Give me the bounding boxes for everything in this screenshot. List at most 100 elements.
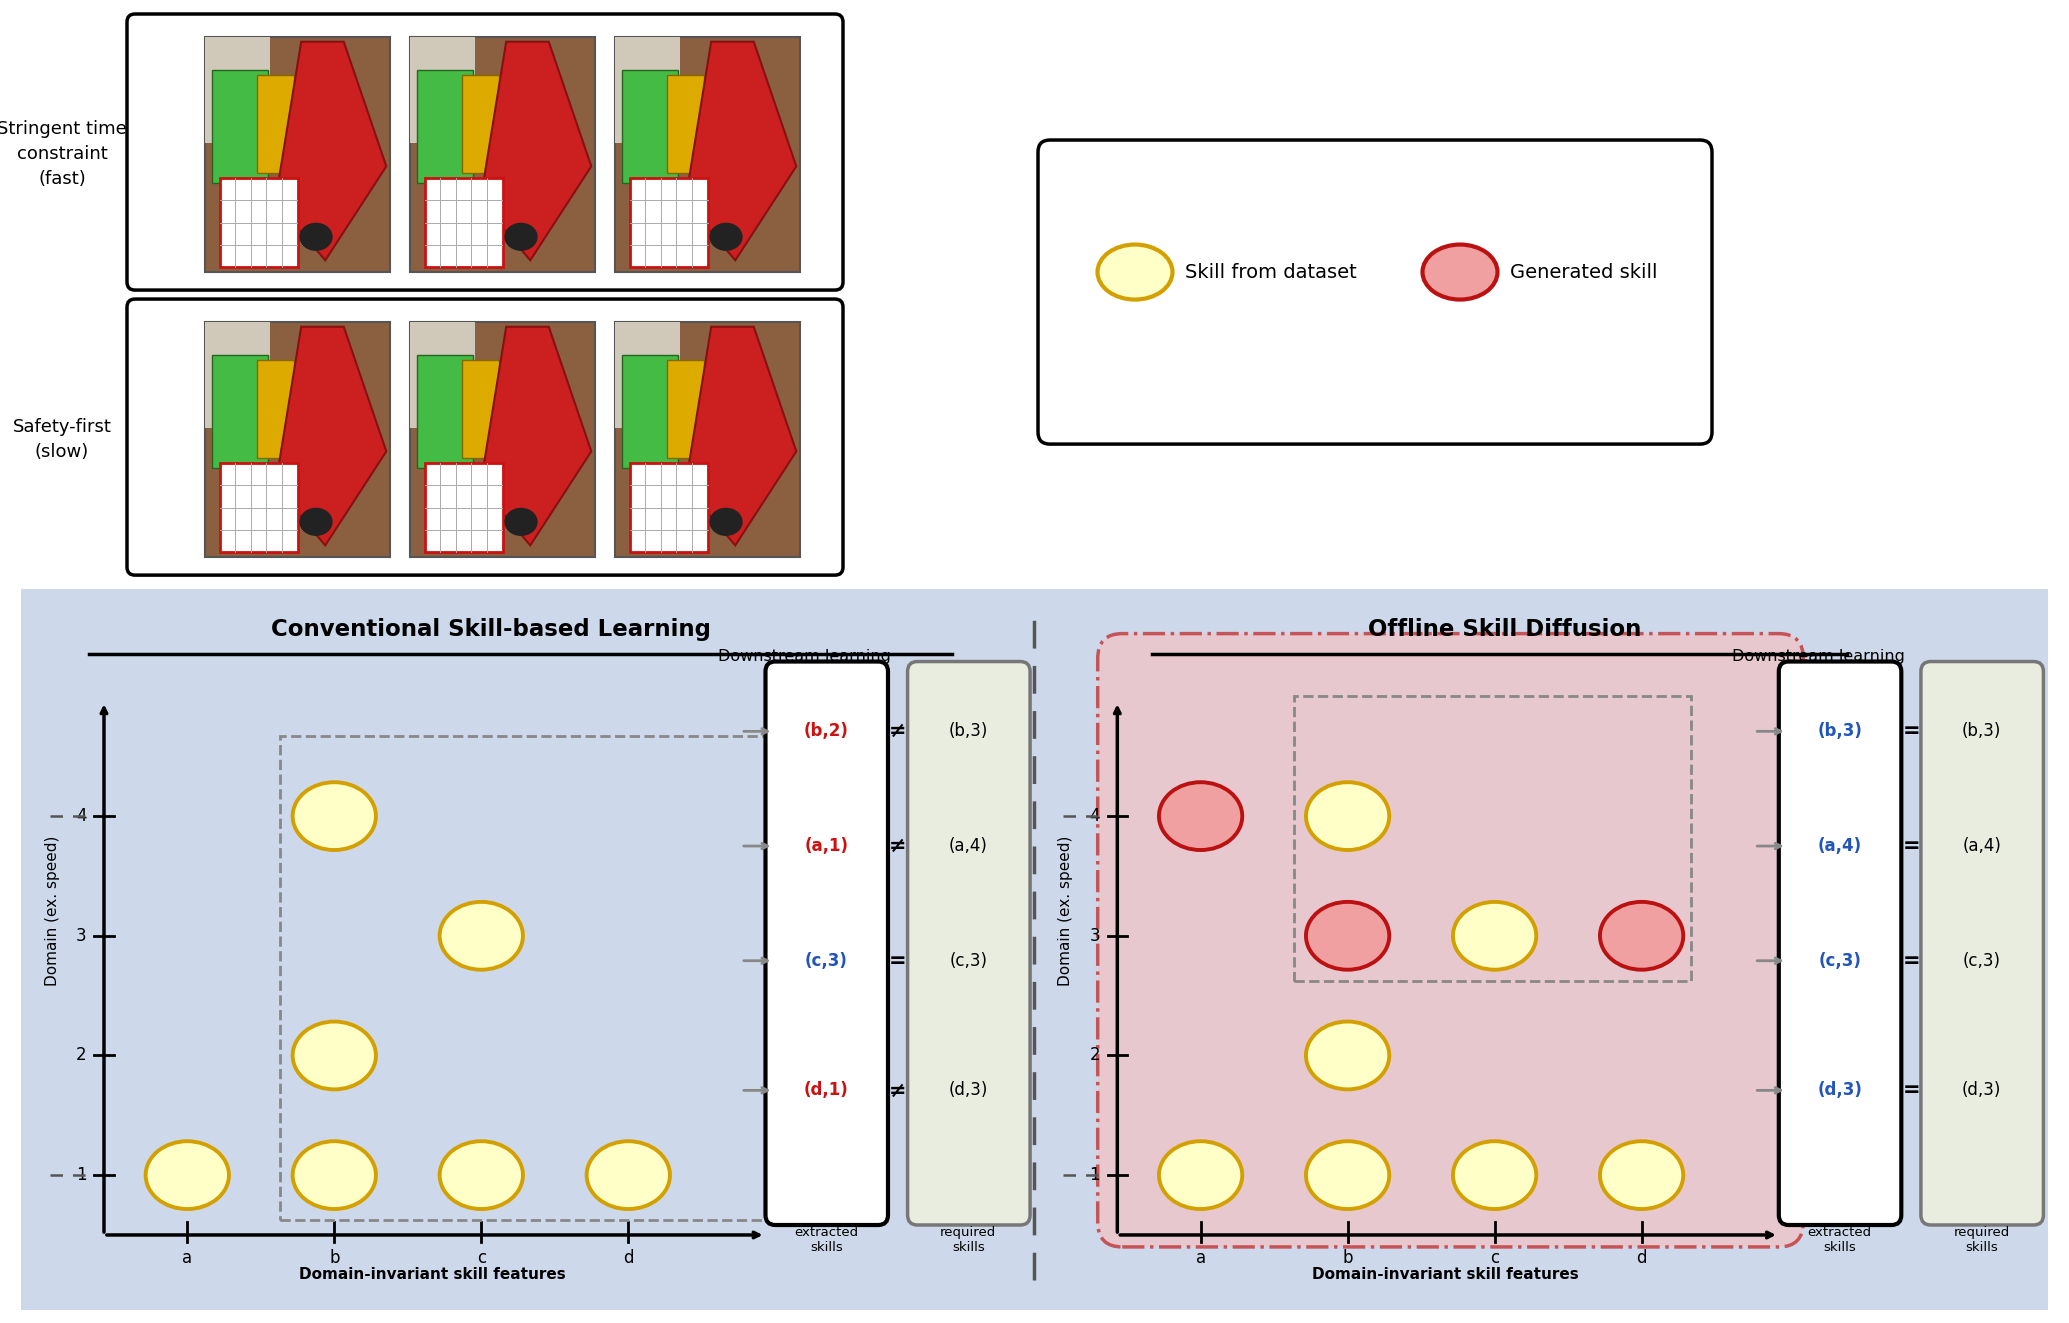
Text: ≠: ≠: [890, 836, 906, 856]
Polygon shape: [685, 327, 797, 545]
Ellipse shape: [1097, 245, 1173, 299]
Bar: [614, 37, 801, 273]
Text: (b,3): (b,3): [950, 722, 989, 741]
Polygon shape: [275, 327, 387, 545]
Text: 3: 3: [77, 927, 87, 945]
Bar: [205, 37, 269, 143]
Text: b: b: [329, 1249, 339, 1267]
Text: extracted
skills: extracted skills: [1808, 1226, 1872, 1254]
FancyBboxPatch shape: [126, 299, 842, 576]
FancyBboxPatch shape: [126, 15, 842, 290]
Bar: [205, 37, 389, 273]
Bar: [666, 74, 703, 173]
Text: required
skills: required skills: [1953, 1226, 2009, 1254]
Ellipse shape: [292, 1142, 377, 1209]
Text: d: d: [1637, 1249, 1647, 1267]
Text: Safety-first
(slow): Safety-first (slow): [12, 418, 112, 460]
Bar: [614, 321, 681, 427]
Text: 4: 4: [77, 807, 87, 826]
Ellipse shape: [300, 222, 333, 251]
Text: c: c: [1490, 1249, 1500, 1267]
Ellipse shape: [505, 508, 538, 536]
Ellipse shape: [292, 1021, 377, 1089]
FancyBboxPatch shape: [1779, 662, 1901, 1225]
Text: Skill from dataset: Skill from dataset: [1186, 262, 1357, 282]
Bar: [410, 321, 474, 427]
FancyBboxPatch shape: [623, 355, 679, 468]
Ellipse shape: [439, 1142, 523, 1209]
Bar: [1293, 696, 1690, 980]
Text: Downstream learning: Downstream learning: [1732, 650, 1903, 664]
Bar: [219, 463, 298, 553]
Ellipse shape: [292, 782, 377, 849]
Bar: [666, 360, 703, 458]
Ellipse shape: [1452, 902, 1537, 970]
Text: (a,4): (a,4): [950, 837, 987, 855]
Text: =: =: [1901, 721, 1920, 741]
Ellipse shape: [145, 1142, 230, 1209]
Polygon shape: [685, 42, 797, 261]
Text: Downstream learning: Downstream learning: [718, 650, 892, 664]
Bar: [629, 463, 708, 553]
FancyBboxPatch shape: [1039, 140, 1711, 445]
Bar: [205, 321, 269, 427]
Text: b: b: [1343, 1249, 1353, 1267]
Ellipse shape: [1599, 902, 1684, 970]
Polygon shape: [480, 327, 592, 545]
Text: Domain (ex. speed): Domain (ex. speed): [46, 836, 60, 986]
Text: Domain-invariant skill features: Domain-invariant skill features: [298, 1267, 565, 1282]
Ellipse shape: [588, 1142, 670, 1209]
Bar: [424, 179, 503, 267]
Ellipse shape: [505, 222, 538, 251]
Bar: [410, 37, 596, 273]
Text: 1: 1: [77, 1166, 87, 1184]
Bar: [461, 360, 499, 458]
Text: (c,3): (c,3): [1963, 951, 2001, 970]
Ellipse shape: [1452, 1142, 1537, 1209]
Polygon shape: [275, 42, 387, 261]
Text: (b,2): (b,2): [805, 722, 848, 741]
Ellipse shape: [1159, 1142, 1241, 1209]
Bar: [281, 737, 815, 1220]
Text: 2: 2: [77, 1046, 87, 1065]
Text: (a,1): (a,1): [805, 837, 848, 855]
Bar: [461, 74, 499, 173]
Ellipse shape: [1423, 245, 1498, 299]
FancyBboxPatch shape: [213, 70, 267, 183]
Ellipse shape: [710, 222, 743, 251]
FancyBboxPatch shape: [766, 662, 888, 1225]
Text: Conventional Skill-based Learning: Conventional Skill-based Learning: [271, 618, 712, 642]
Text: (c,3): (c,3): [1819, 951, 1860, 970]
Text: (d,3): (d,3): [1961, 1081, 2001, 1099]
Bar: [629, 179, 708, 267]
Ellipse shape: [710, 508, 743, 536]
Text: =: =: [1901, 951, 1920, 971]
Text: 2: 2: [1090, 1046, 1101, 1065]
Bar: [614, 321, 801, 557]
Text: =: =: [890, 951, 906, 971]
FancyBboxPatch shape: [6, 574, 2063, 1323]
Bar: [410, 321, 596, 557]
Text: (b,3): (b,3): [1961, 722, 2001, 741]
Bar: [219, 179, 298, 267]
Text: (a,4): (a,4): [1817, 837, 1862, 855]
Bar: [205, 321, 389, 557]
Text: (b,3): (b,3): [1817, 722, 1862, 741]
Bar: [614, 37, 681, 143]
Text: (d,1): (d,1): [805, 1081, 848, 1099]
Polygon shape: [480, 42, 592, 261]
Text: 1: 1: [1090, 1166, 1101, 1184]
Text: d: d: [623, 1249, 633, 1267]
FancyBboxPatch shape: [1920, 662, 2044, 1225]
Ellipse shape: [1306, 1021, 1388, 1089]
Text: c: c: [476, 1249, 486, 1267]
Text: extracted
skills: extracted skills: [794, 1226, 859, 1254]
Text: a: a: [1196, 1249, 1206, 1267]
Ellipse shape: [1599, 1142, 1684, 1209]
Text: 3: 3: [1090, 927, 1101, 945]
Ellipse shape: [1306, 782, 1388, 849]
Text: Offline Skill Diffusion: Offline Skill Diffusion: [1368, 618, 1641, 642]
Text: =: =: [1901, 1081, 1920, 1101]
Bar: [257, 360, 294, 458]
Text: ≠: ≠: [890, 1081, 906, 1101]
